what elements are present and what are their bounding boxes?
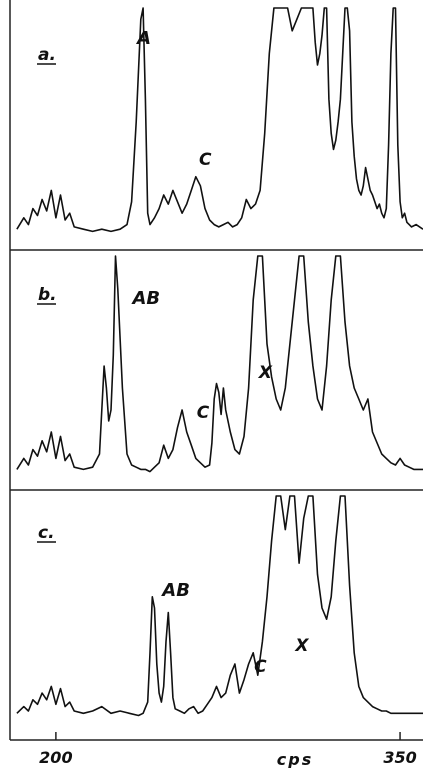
panel-c: c. AB C X [9, 490, 423, 741]
panel-c-trace [16, 495, 423, 717]
panel-b-label: b. [38, 285, 57, 305]
panel-a: a. A C [9, 0, 423, 251]
x-tick-label-350: 350 [383, 748, 416, 767]
panel-c-peak-label-ab: AB [160, 580, 190, 601]
x-tick-label-200: 200 [39, 748, 72, 767]
x-axis-label: cps [277, 750, 313, 768]
panel-c-peak-label-c: C [254, 657, 267, 677]
panel-a-peak-label-a: A [135, 28, 151, 49]
panel-c-peak-label-x: X [294, 636, 309, 656]
panel-b-trace [16, 255, 423, 473]
panel-b-peak-label-c: C [197, 403, 210, 423]
panel-a-trace [16, 7, 423, 233]
x-axis: 200 350 cps [39, 732, 417, 768]
panel-b-peak-label-x: X [258, 363, 273, 383]
panel-c-label: c. [38, 523, 55, 543]
panel-a-peak-label-c: C [199, 150, 212, 170]
panel-b: b. AB C X [9, 250, 423, 491]
panel-b-peak-label-ab: AB [131, 288, 161, 309]
panel-a-label: a. [38, 45, 56, 65]
